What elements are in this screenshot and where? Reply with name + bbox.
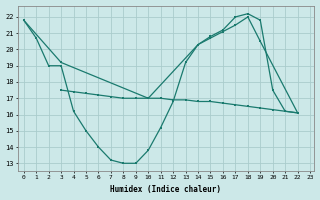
X-axis label: Humidex (Indice chaleur): Humidex (Indice chaleur) <box>110 185 221 194</box>
